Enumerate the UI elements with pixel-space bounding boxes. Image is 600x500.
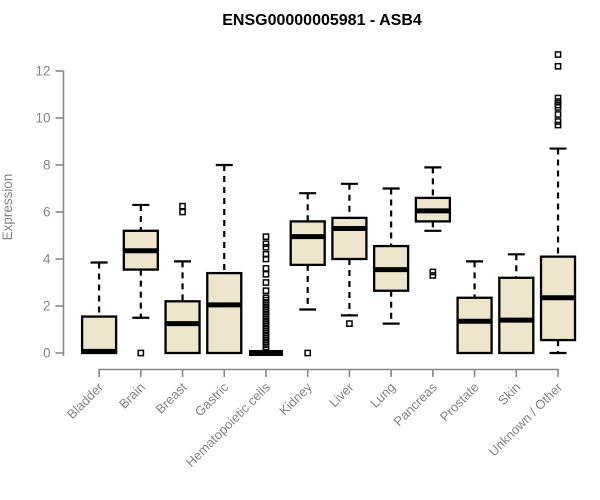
box-skin: [498, 253, 535, 355]
outlier-point: [179, 202, 186, 210]
box-prostate: [456, 260, 493, 355]
box-breast: [164, 202, 201, 355]
outlier-point: [304, 349, 312, 357]
x-category-label-breast: Breast: [152, 379, 189, 416]
box-brain: [122, 203, 159, 357]
x-category-label-prostate: Prostate: [437, 380, 482, 425]
outlier-point: [554, 118, 562, 125]
x-category-label-unknown-other: Unknown / Other: [486, 379, 566, 459]
outlier-point: [554, 62, 562, 70]
box-bladder: [80, 261, 118, 355]
boxplot-series: [80, 51, 577, 357]
outlier-point: [554, 121, 562, 129]
outlier-point: [262, 265, 270, 272]
y-tick-label: 2: [43, 299, 51, 314]
outlier-point: [262, 287, 270, 295]
outlier-point: [262, 255, 270, 263]
box-lung: [372, 187, 410, 325]
y-tick-label: 0: [43, 346, 51, 361]
outlier-point: [179, 208, 186, 216]
outlier-point: [554, 94, 562, 102]
outlier-point: [554, 98, 562, 105]
x-category-label-bladder: Bladder: [64, 379, 107, 422]
chart-title: ENSG00000005981 - ASB4: [222, 12, 422, 29]
box-unknown-other: [539, 51, 577, 355]
box-gastric: [206, 163, 243, 355]
x-category-label-gastric: Gastric: [192, 379, 232, 419]
outlier-point: [429, 272, 437, 279]
outlier-point: [262, 240, 270, 248]
outlier-point: [137, 349, 145, 357]
box-liver: [331, 182, 368, 327]
y-tick-label: 10: [35, 111, 50, 126]
iqr-box: [206, 271, 243, 355]
outlier-point: [262, 233, 270, 241]
outlier-point: [262, 270, 270, 278]
outlier-point: [554, 101, 562, 109]
x-category-label-kidney: Kidney: [276, 379, 315, 418]
x-category-label-skin: Skin: [495, 380, 523, 408]
box-hematopoietic-cells: [248, 233, 283, 356]
y-tick-label: 12: [35, 64, 50, 79]
iqr-box: [289, 220, 326, 267]
x-category-label-lung: Lung: [367, 380, 398, 411]
outlier-point: [262, 243, 270, 251]
iqr-box: [80, 315, 118, 355]
iqr-box: [456, 296, 493, 355]
outlier-point: [262, 279, 270, 286]
iqr-box: [331, 216, 368, 261]
outlier-point: [346, 320, 353, 327]
box-pancreas: [414, 166, 452, 279]
y-tick-label: 6: [43, 205, 51, 220]
outlier-point: [554, 111, 562, 118]
outlier-point: [262, 346, 270, 353]
outlier-point: [429, 268, 437, 276]
y-tick-label: 4: [43, 252, 51, 267]
box-kidney: [289, 192, 326, 357]
outlier-point: [554, 51, 562, 58]
iqr-box: [164, 300, 201, 355]
y-axis-title: Expression: [0, 174, 15, 241]
x-category-label-brain: Brain: [116, 380, 148, 412]
y-tick-label: 8: [43, 158, 51, 173]
x-category-label-liver: Liver: [326, 379, 357, 410]
iqr-box: [498, 276, 535, 355]
x-category-label-pancreas: Pancreas: [391, 379, 441, 429]
